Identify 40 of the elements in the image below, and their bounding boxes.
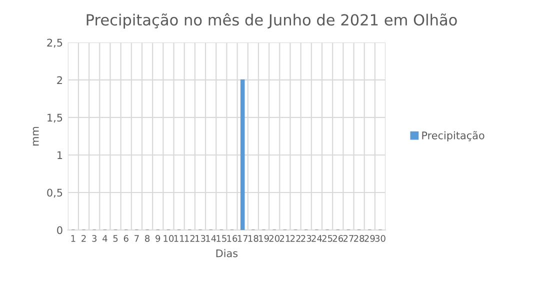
y-tick-label: 0 xyxy=(57,226,62,234)
y-tick-label: 1 xyxy=(58,151,62,159)
x-tick-label: 15 xyxy=(216,235,226,242)
x-tick-label: 4 xyxy=(102,235,108,242)
x-tick-label: 9 xyxy=(156,235,160,242)
x-tick-label: 23 xyxy=(301,235,312,242)
x-tick-label: 18 xyxy=(248,235,258,242)
x-tick-label: 20 xyxy=(269,235,280,242)
x-tick-label: 2 xyxy=(82,235,86,242)
x-tick-label: 27 xyxy=(343,235,354,242)
chart-title: Precipitação no mês de Junho de 2021 em Olhão xyxy=(86,13,457,29)
x-tick-label: 16 xyxy=(227,235,238,242)
x-tick-label: 28 xyxy=(354,235,364,242)
x-tick-label: 13 xyxy=(195,235,206,242)
x-tick-label: 6 xyxy=(124,235,128,242)
x-tick-label: 1 xyxy=(71,235,76,242)
x-tick-label: 17 xyxy=(238,235,248,242)
x-tick-label: 8 xyxy=(145,235,150,242)
y-tick-label: 1,5 xyxy=(48,114,62,123)
x-tick-label: 22 xyxy=(290,235,300,242)
x-tick-label: 14 xyxy=(206,235,216,242)
x-tick-label: 21 xyxy=(280,235,290,242)
x-tick-label: 26 xyxy=(332,235,344,242)
x-tick-label: 30 xyxy=(375,235,386,242)
legend-label: Precipitação xyxy=(422,131,484,142)
x-tick-label: 24 xyxy=(312,235,322,242)
x-tick-label: 11 xyxy=(174,235,184,242)
y-axis-title: mm xyxy=(32,126,39,146)
y-tick-label: 2,5 xyxy=(47,38,62,48)
y-tick-label: 0,5 xyxy=(47,188,62,198)
x-axis-title: Dias xyxy=(216,249,238,258)
x-tick-label: 25 xyxy=(322,235,332,242)
x-tick-label: 12 xyxy=(184,235,194,242)
x-tick-label: 19 xyxy=(259,235,269,242)
x-tick-label: 5 xyxy=(113,235,118,242)
x-tick-label: 10 xyxy=(164,235,174,242)
y-tick-label: 2 xyxy=(57,76,62,84)
x-tick-label: 7 xyxy=(134,235,139,242)
x-tick-label: 3 xyxy=(92,235,96,242)
x-tick-label: 29 xyxy=(364,235,375,242)
